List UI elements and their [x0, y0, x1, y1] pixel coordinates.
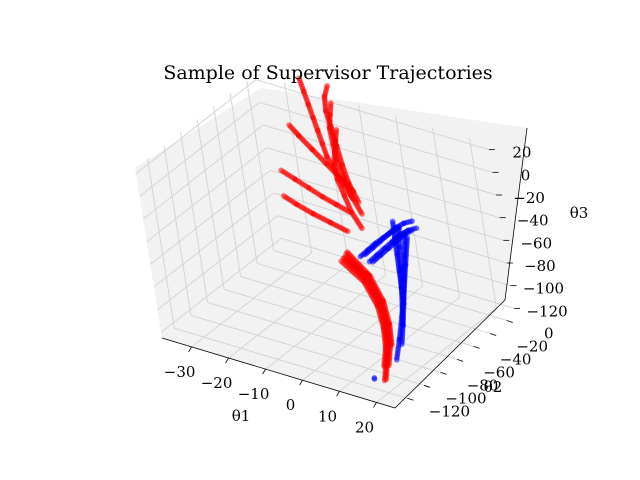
x-tick-mark — [373, 402, 377, 408]
grid-line-x — [191, 252, 312, 348]
z-tick-label: −100 — [523, 280, 564, 298]
y-tick-label: −40 — [500, 350, 532, 368]
grid-line-y — [223, 288, 458, 360]
x-tick-label: 10 — [318, 407, 337, 425]
y-tick-mark — [407, 397, 414, 401]
y-tick-mark — [490, 333, 497, 336]
z-axis-line — [504, 127, 528, 301]
data-point — [324, 83, 331, 89]
x-tick-mark — [299, 380, 303, 386]
z-axis-label: θ3 — [570, 204, 589, 222]
grid-line-z — [157, 215, 278, 311]
y-tick-label: −100 — [445, 389, 486, 407]
grid-line-z — [142, 124, 264, 220]
data-point — [371, 375, 378, 381]
data-point — [333, 127, 340, 133]
grid-line-z — [135, 79, 257, 175]
y-axis-line — [394, 299, 506, 409]
data-point — [381, 363, 387, 369]
grid-line-y — [240, 275, 474, 347]
grid-line-z — [255, 79, 490, 151]
grid-line-y — [207, 301, 441, 373]
z-tick-label: 20 — [512, 144, 531, 162]
data-point — [393, 357, 400, 363]
y-tick-label: −60 — [483, 363, 515, 381]
data-point — [413, 225, 420, 231]
y-tick-mark — [456, 358, 464, 362]
data-point — [280, 193, 287, 199]
data-point — [278, 167, 284, 174]
axis-lines — [161, 127, 528, 409]
x-tick-label: −20 — [201, 374, 233, 392]
grid-line-z — [149, 169, 271, 265]
x-tick-mark — [336, 391, 340, 397]
grid-line-x — [228, 263, 349, 359]
y-tick-mark — [423, 384, 431, 388]
x-tick-label: −30 — [164, 363, 196, 381]
x-tick-label: 0 — [286, 396, 296, 414]
x-tick-mark — [262, 368, 266, 375]
z-tick-label: −120 — [526, 302, 567, 320]
grid-line-z — [273, 192, 508, 264]
series-2 — [357, 218, 420, 382]
tick-labels: −30−20−1001020−120−100−80−60−40−200−120−… — [164, 144, 568, 437]
grid-line-z — [270, 169, 504, 241]
x-axis-label: θ1 — [232, 407, 251, 425]
x-axis-line — [161, 337, 396, 409]
series-1 — [278, 75, 395, 384]
grid-line-z — [146, 147, 268, 243]
data-point — [296, 75, 302, 81]
y-tick-mark — [506, 320, 513, 323]
data-point — [386, 362, 392, 369]
z-tick-label: −20 — [513, 189, 545, 207]
grid-line-z — [139, 101, 260, 197]
grid-line-x — [376, 308, 497, 403]
z-tick-label: −80 — [524, 257, 556, 275]
x-tick-label: 20 — [355, 418, 374, 436]
data-point — [409, 218, 415, 224]
grid-line-z — [160, 237, 282, 333]
data-points — [278, 75, 420, 384]
grid-line-y — [273, 250, 507, 321]
y-axis-label: θ2 — [484, 378, 503, 396]
data-point — [389, 341, 395, 348]
z-tick-label: −60 — [520, 234, 552, 252]
x-tick-mark — [225, 357, 229, 364]
y-tick-label: −80 — [467, 376, 499, 394]
pane-left — [135, 88, 282, 338]
y-tick-mark — [473, 346, 480, 349]
data-point — [328, 100, 334, 106]
pane-floor — [162, 244, 505, 408]
chart-title: Sample of Supervisor Trajectories — [163, 62, 492, 84]
grid-line-x — [265, 274, 386, 370]
y-tick-label: 0 — [544, 324, 554, 342]
y-tick-mark — [440, 371, 447, 375]
grid-line-z — [259, 101, 493, 173]
z-tick-label: 0 — [521, 166, 531, 184]
grid-line-z — [266, 147, 500, 219]
grid-line-y — [174, 327, 408, 399]
data-point — [408, 227, 415, 234]
x-tick-label: −10 — [238, 385, 270, 403]
grid-line-z — [153, 192, 275, 288]
y-tick-label: −20 — [516, 337, 548, 355]
data-point — [383, 376, 389, 383]
x-tick-mark — [188, 346, 192, 353]
z-tick-label: −40 — [517, 212, 549, 230]
data-point — [286, 122, 292, 128]
y-tick-label: −120 — [429, 402, 470, 420]
